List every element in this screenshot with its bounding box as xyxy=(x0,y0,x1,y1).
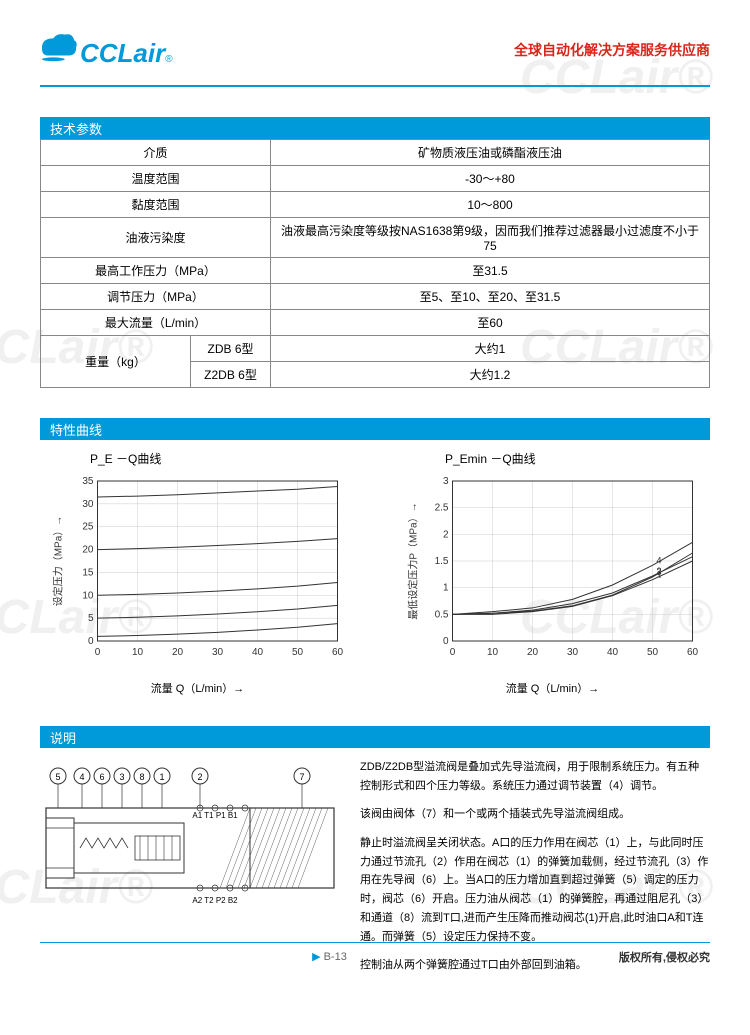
spec-value: 大约1 xyxy=(271,336,710,362)
spec-value: 10～800 xyxy=(271,192,710,218)
svg-text:10: 10 xyxy=(132,647,144,658)
header-rule xyxy=(40,85,710,87)
page-number: ▶ B-13 xyxy=(312,950,347,963)
spec-label: 温度范围 xyxy=(41,166,271,192)
svg-text:30: 30 xyxy=(82,499,94,510)
svg-text:0: 0 xyxy=(95,647,101,658)
spec-label: 介质 xyxy=(41,140,271,166)
logo: CCLair ® xyxy=(40,30,173,69)
spec-value: 至5、至10、至20、至31.5 xyxy=(271,284,710,310)
svg-text:20: 20 xyxy=(172,647,184,658)
svg-text:3: 3 xyxy=(119,772,124,782)
svg-text:7: 7 xyxy=(299,772,304,782)
slogan: 全球自动化解决方案服务供应商 xyxy=(514,40,710,60)
svg-text:设定压力（MPa）→: 设定压力（MPa）→ xyxy=(52,516,65,607)
spec-value: 油液最高污染度等级按NAS1638第9级，因而我们推荐过滤器最小过滤度不小于75 xyxy=(271,218,710,258)
page-header: CCLair ® 全球自动化解决方案服务供应商 xyxy=(0,0,750,79)
desc-p3: 静止时溢流阀呈关闭状态。A口的压力作用在阀芯（1）上，与此同时压力通过节流孔（2… xyxy=(360,834,710,946)
svg-text:5: 5 xyxy=(55,772,60,782)
chart1-title: P_E －Q曲线 xyxy=(90,450,355,467)
logo-trademark: ® xyxy=(165,54,172,65)
svg-text:10: 10 xyxy=(82,590,94,601)
logo-icon xyxy=(40,30,78,62)
svg-text:40: 40 xyxy=(252,647,264,658)
spec-value: 至60 xyxy=(271,310,710,336)
curve-section-header: 特性曲线 xyxy=(40,418,710,440)
chart2-svg: 010203040506000.511.522.53最低设定压力P（MPa）→1… xyxy=(395,471,710,671)
spec-label: 最大流量（L/min） xyxy=(41,310,271,336)
desc-p2: 该阀由阀体（7）和一个或两个插装式先导溢流阀组成。 xyxy=(360,805,710,824)
svg-text:3: 3 xyxy=(657,567,662,577)
footer-rule xyxy=(40,942,710,943)
svg-text:25: 25 xyxy=(82,522,94,533)
chart1-xlabel: 流量 Q（L/min）→ xyxy=(40,680,355,696)
desc-p1: ZDB/Z2DB型溢流阀是叠加式先导溢流阀，用于限制系统压力。有五种控制形式和四… xyxy=(360,758,710,795)
svg-text:0: 0 xyxy=(88,636,94,647)
svg-text:A2 T2 P2 B2: A2 T2 P2 B2 xyxy=(192,896,238,905)
curve-title: 特性曲线 xyxy=(50,420,102,439)
spec-label: 黏度范围 xyxy=(41,192,271,218)
spec-label: 油液污染度 xyxy=(41,218,271,258)
svg-text:A1 T1 P1 B1: A1 T1 P1 B1 xyxy=(192,811,238,820)
svg-text:1: 1 xyxy=(159,772,164,782)
svg-text:30: 30 xyxy=(212,647,224,658)
spec-table: 介质矿物质液压油或磷酯液压油温度范围-30～+80黏度范围10～800油液污染度… xyxy=(40,139,710,388)
svg-text:8: 8 xyxy=(139,772,144,782)
svg-text:2: 2 xyxy=(443,529,449,540)
svg-text:50: 50 xyxy=(647,647,659,658)
spec-value: 至31.5 xyxy=(271,258,710,284)
svg-text:30: 30 xyxy=(567,647,579,658)
svg-text:4: 4 xyxy=(79,772,84,782)
spec-label: 最高工作压力（MPa） xyxy=(41,258,271,284)
svg-text:60: 60 xyxy=(687,647,699,658)
footer: ▶ B-13 版权所有,侵权必究 xyxy=(0,942,750,965)
spec-section-header: 技术参数 xyxy=(40,117,710,139)
svg-text:2.5: 2.5 xyxy=(435,503,449,514)
svg-text:0.5: 0.5 xyxy=(435,609,449,620)
chart-pe-q: P_E －Q曲线 0 10 20 30 40 50 60 0 5 10 15 20 25 30 35 设定压力… xyxy=(40,450,355,696)
svg-text:0: 0 xyxy=(450,647,456,658)
svg-text:40: 40 xyxy=(607,647,619,658)
chart-pemin-q: P_Emin －Q曲线 0 10 20 30 40 50 60 0 0.5 1 1.5 2 2.5 3 最低… xyxy=(395,450,710,696)
spec-value: -30～+80 xyxy=(271,166,710,192)
svg-text:1: 1 xyxy=(443,583,449,594)
spec-sublabel: Z2DB 6型 xyxy=(191,362,271,388)
chart2-title: P_Emin －Q曲线 xyxy=(445,450,710,467)
svg-text:20: 20 xyxy=(527,647,539,658)
spec-sublabel: ZDB 6型 xyxy=(191,336,271,362)
svg-text:4: 4 xyxy=(657,555,662,565)
logo-text: CCLair xyxy=(80,38,165,69)
spec-title: 技术参数 xyxy=(50,119,102,138)
charts-row: P_E －Q曲线 010203040506005101520253035设定压力… xyxy=(40,450,710,696)
svg-text:35: 35 xyxy=(82,476,94,487)
svg-text:2: 2 xyxy=(197,772,202,782)
svg-text:50: 50 xyxy=(292,647,304,658)
desc-section-header: 说明 xyxy=(40,726,710,748)
chart2-xlabel: 流量 Q（L/min）→ xyxy=(395,680,710,696)
chart1-svg: 0 10 20 30 40 50 60 0 5 10 15 20 25 30 35 设定压力（MPa）→ xyxy=(40,471,355,671)
spec-value: 大约1.2 xyxy=(271,362,710,388)
svg-text:0: 0 xyxy=(443,636,449,647)
spec-value: 矿物质液压油或磷酯液压油 xyxy=(271,140,710,166)
desc-title: 说明 xyxy=(50,728,76,747)
svg-text:15: 15 xyxy=(82,567,94,578)
spec-label: 调节压力（MPa） xyxy=(41,284,271,310)
svg-text:10: 10 xyxy=(487,647,499,658)
svg-text:20: 20 xyxy=(82,545,94,556)
svg-text:6: 6 xyxy=(99,772,104,782)
svg-text:1.5: 1.5 xyxy=(435,556,449,567)
valve-diagram: 5 4 6 3 8 1 2 7 A1 T1 P1 B1 A2 T2 P2 B2 xyxy=(40,758,340,938)
spec-label: 重量（kg） xyxy=(41,336,191,388)
svg-text:60: 60 xyxy=(332,647,344,658)
svg-text:最低设定压力P（MPa）→: 最低设定压力P（MPa）→ xyxy=(407,502,420,619)
svg-text:3: 3 xyxy=(443,476,449,487)
copyright: 版权所有,侵权必究 xyxy=(619,949,710,965)
svg-text:5: 5 xyxy=(88,613,94,624)
